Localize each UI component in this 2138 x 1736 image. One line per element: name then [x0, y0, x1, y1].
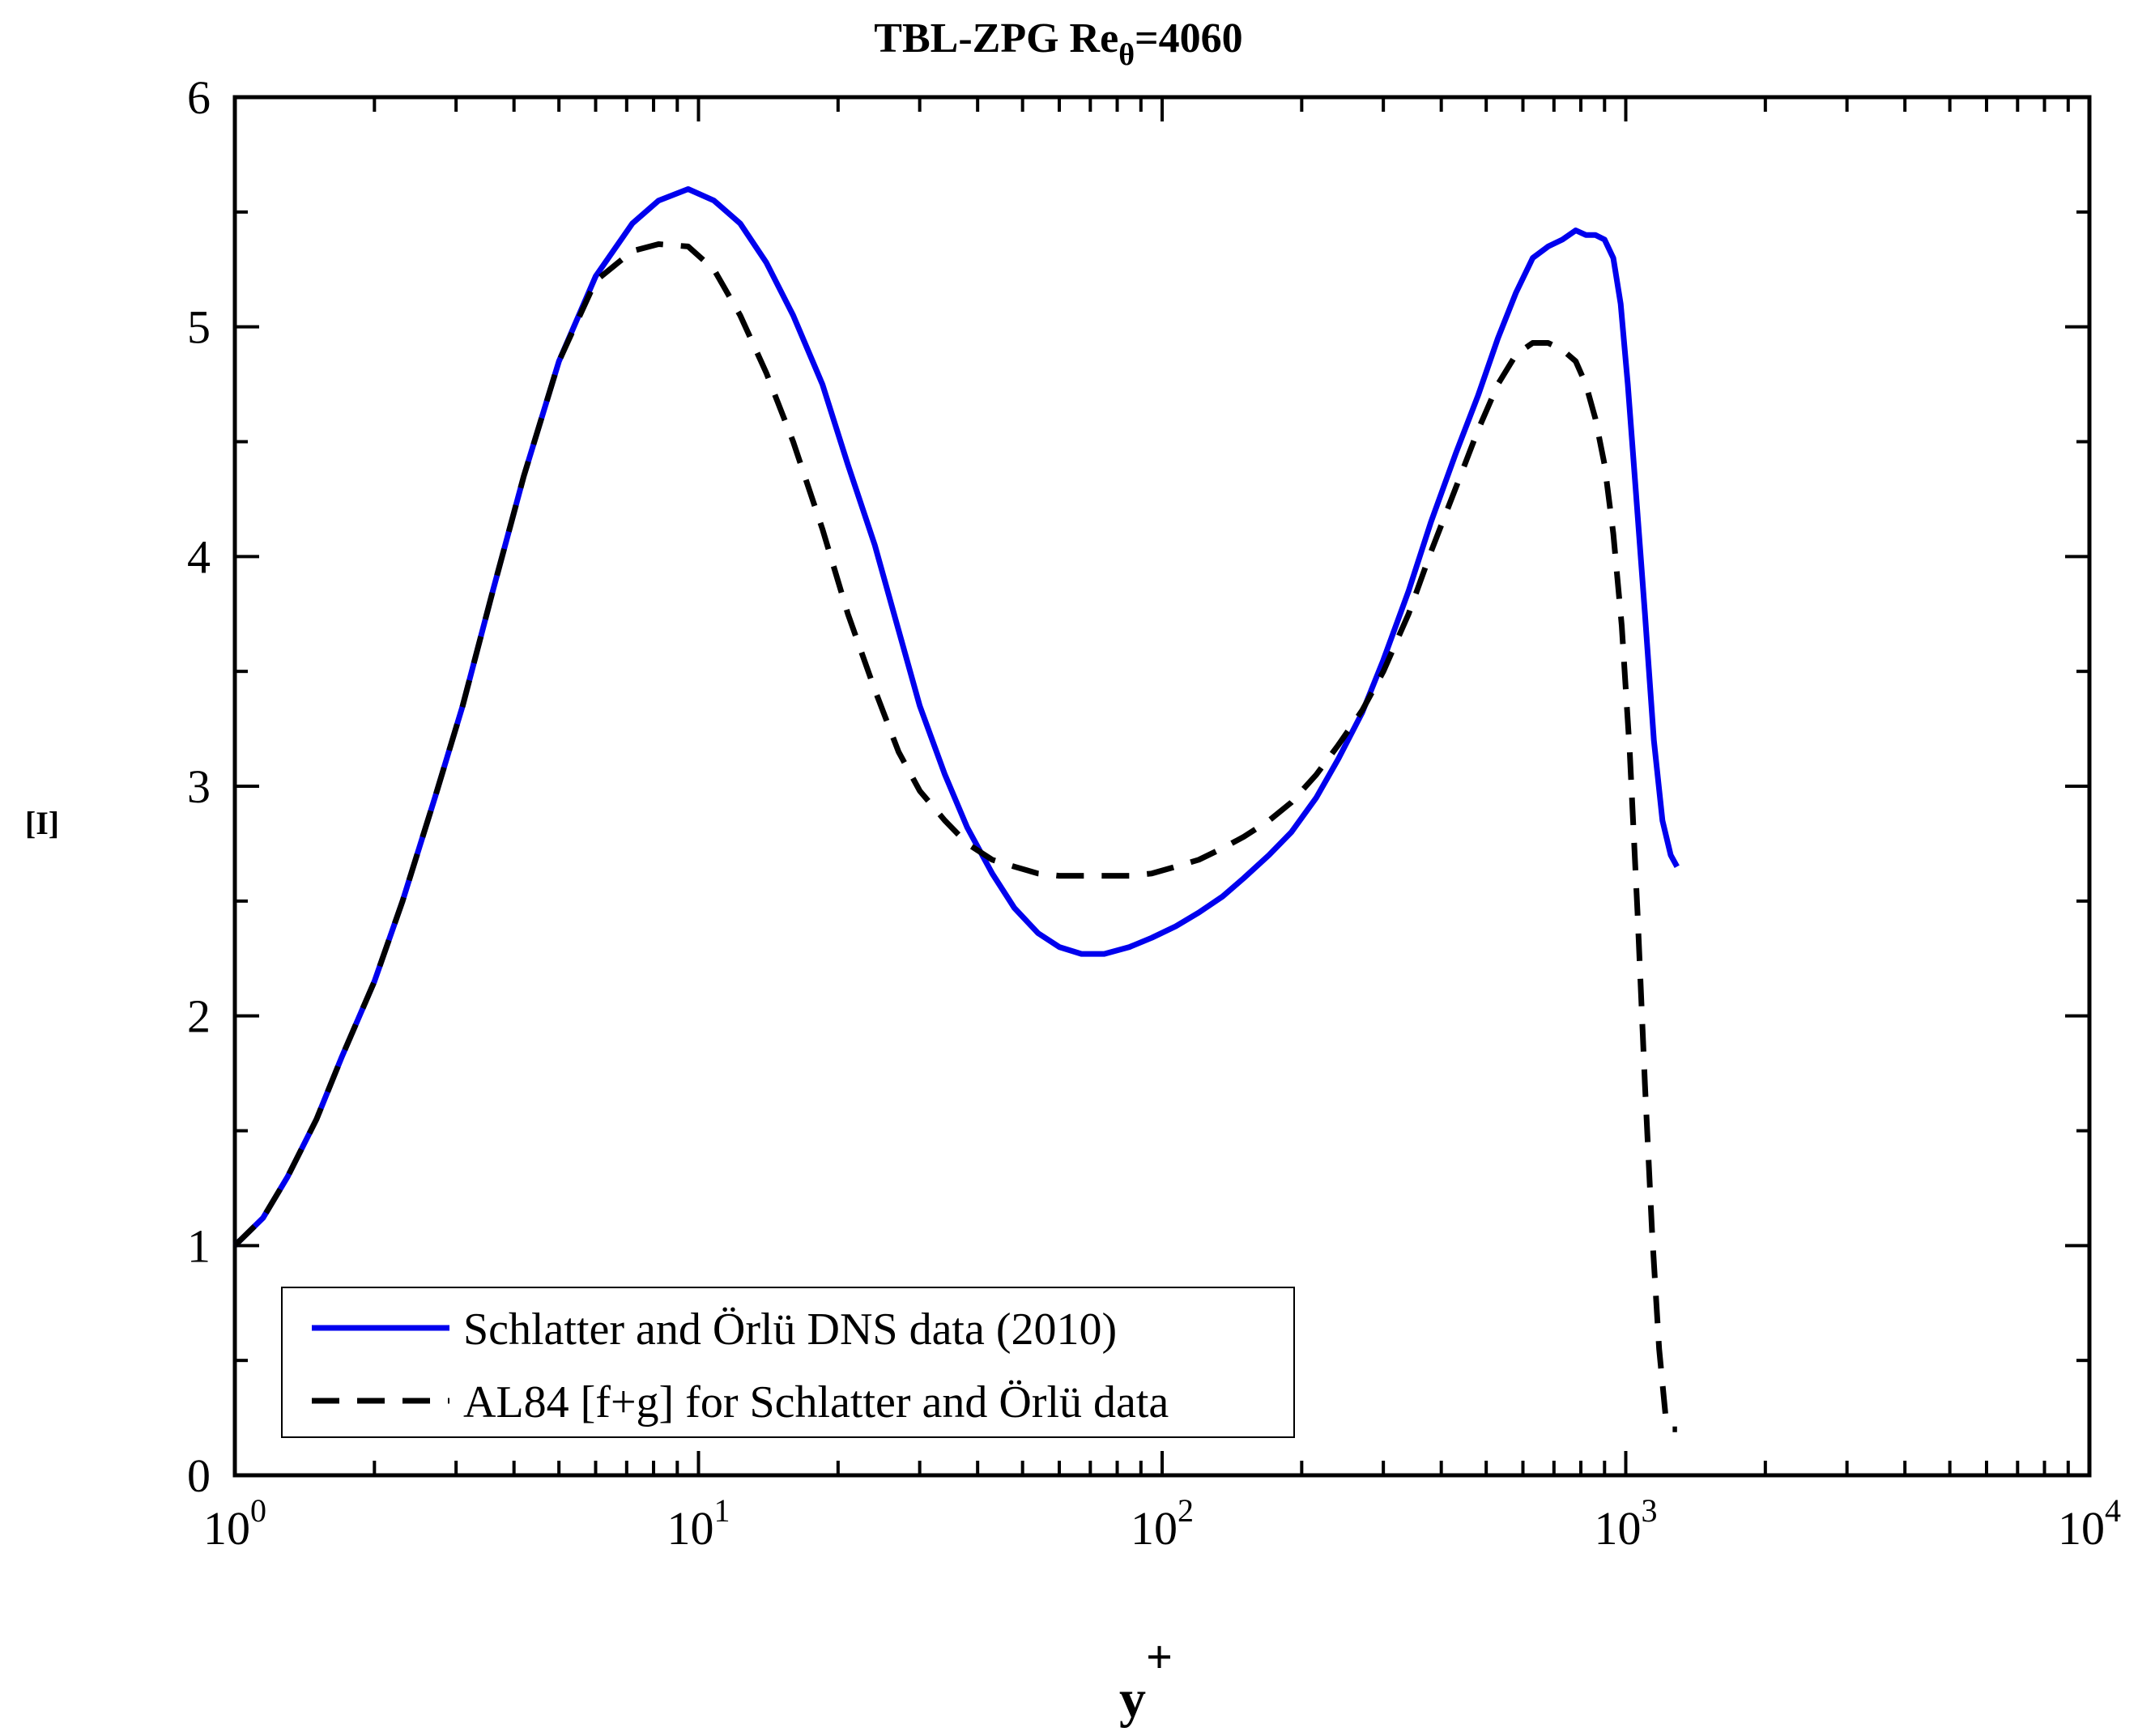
y-tick-label: 5: [187, 301, 211, 354]
legend: Schlatter and Örlü DNS data (2010) AL84 …: [281, 1287, 1295, 1438]
x-tick-label: 103: [1595, 1492, 1658, 1555]
series-line-al84: [232, 241, 1677, 1432]
series-line-dns: [232, 186, 1680, 1248]
x-axis-label: y+: [1119, 1631, 1173, 1729]
tick-labels: 100 101 102 103 104 0 1 2 3 4 5 6: [187, 71, 2121, 1555]
y-tick-label: 6: [187, 71, 211, 124]
legend-label-al84: AL84 [f+g] for Schlatter and Örlü data: [463, 1377, 1169, 1428]
y-tick-label: 0: [187, 1449, 211, 1502]
plot-frame: [232, 95, 2092, 1478]
legend-label-dns: Schlatter and Örlü DNS data (2010): [463, 1304, 1117, 1355]
x-tick-label: 101: [667, 1492, 730, 1555]
series-layer: [232, 186, 1680, 1432]
y-tick-label: 3: [187, 760, 211, 813]
y-axis-label: [I]: [25, 805, 59, 841]
x-tick-label: 102: [1131, 1492, 1194, 1555]
y-tick-label: 2: [187, 990, 211, 1043]
x-tick-label: 100: [203, 1492, 266, 1555]
y-tick-label: 4: [187, 530, 211, 583]
x-tick-label: 104: [2058, 1492, 2121, 1555]
legend-box: [281, 1287, 1295, 1438]
axis-ticks: [233, 96, 2091, 1477]
y-tick-label: 1: [187, 1219, 211, 1272]
chart-title: TBL-ZPG Reθ=4060: [874, 15, 1242, 72]
